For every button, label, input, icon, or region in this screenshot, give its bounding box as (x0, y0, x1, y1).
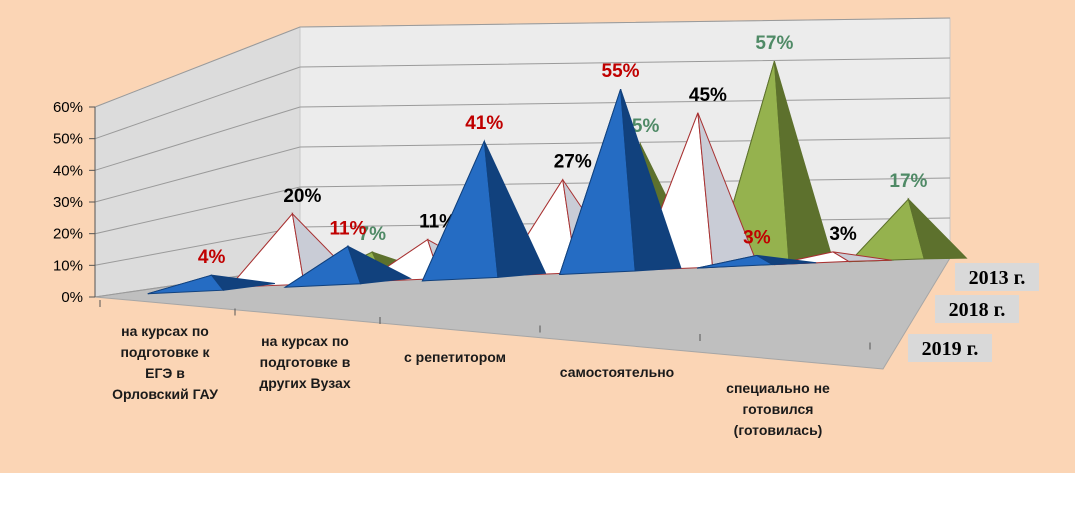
series-label: 2013 г. (969, 267, 1026, 289)
data-label: 45% (689, 85, 727, 106)
series-axis: 2013 г. 2018 г. 2019 г. (908, 263, 1039, 362)
y-tick-label: 0% (61, 289, 83, 306)
pyramid-face-right (347, 245, 412, 285)
data-label: 7% (359, 224, 387, 245)
y-axis: 0% 10% 20% 30% 40% 50% 60% (53, 99, 96, 306)
pyramid-2019г-2: 41% (421, 113, 547, 282)
y-tick-label: 50% (53, 131, 83, 148)
category-axis: на курсах по подготовке к ЕГЭ в Орловский Г… (99, 300, 871, 438)
data-label: 3% (743, 227, 771, 248)
category-label-line: (готовилась) (734, 422, 823, 438)
series-label: 2019 г. (922, 338, 979, 360)
y-tick-label: 20% (53, 226, 83, 243)
pyramid-2019г-0: 4% (147, 247, 275, 295)
pyramid-2019г-4: 3% (696, 227, 817, 269)
gridline (94, 177, 951, 235)
category-label: с репетитором (404, 349, 506, 365)
category-label-line: на курсах по (121, 323, 209, 339)
category-label: самостоятельно (560, 364, 674, 380)
pyramid-face-right (483, 140, 547, 278)
category-label-line: с репетитором (404, 349, 506, 365)
gridline (94, 97, 951, 171)
data-label: 3% (829, 224, 857, 245)
pyramid-face-right (756, 254, 817, 266)
series-label-bg (935, 295, 1019, 323)
gridline (94, 57, 951, 140)
data-label: 20% (283, 186, 321, 207)
category-label-line: подготовке к (120, 344, 210, 360)
pyramid-2019г-3: 55% (558, 61, 682, 276)
category-label: специально не готовился (готовилась) (726, 380, 830, 438)
data-label: 41% (465, 113, 503, 134)
series-label-bg (908, 334, 992, 362)
pyramid-2019г-1: 11% (283, 218, 412, 288)
category-label-line: других Вузах (259, 375, 350, 391)
category-label: на курсах по подготовке в других Вузах (259, 333, 350, 391)
y-tick-label: 30% (53, 194, 83, 211)
data-label: 11% (329, 218, 366, 239)
data-label: 4% (198, 247, 226, 268)
gridline (94, 137, 951, 203)
pyramid-face-right (620, 88, 682, 272)
data-marks: 7%9%35%57%17%20%11%27%45%3%4%11%41%55%3% (147, 33, 968, 295)
data-label: 17% (889, 171, 927, 192)
category-label-line: подготовке в (260, 354, 351, 370)
series-label: 2018 г. (949, 299, 1006, 321)
y-tick-label: 10% (53, 257, 83, 274)
data-label: 27% (554, 152, 592, 173)
category-label: на курсах по подготовке к ЕГЭ в Орловский Г… (112, 323, 218, 402)
data-label: 55% (602, 61, 640, 82)
category-label-line: самостоятельно (560, 364, 674, 380)
y-tick-label: 40% (53, 162, 83, 179)
category-label-line: Орловский ГАУ (112, 386, 218, 402)
gridline (94, 17, 951, 108)
category-label-line: готовился (743, 401, 814, 417)
pyramid-face-right (832, 251, 892, 262)
series-label-bg (955, 263, 1039, 291)
pyramid-face-right (210, 274, 275, 291)
category-label-line: специально не (726, 380, 830, 396)
y-tick-label: 60% (53, 99, 83, 116)
data-label: 57% (755, 33, 793, 54)
category-label-line: ЕГЭ в (145, 365, 185, 381)
category-label-line: на курсах по (261, 333, 349, 349)
pyramid-face-right (907, 197, 968, 260)
